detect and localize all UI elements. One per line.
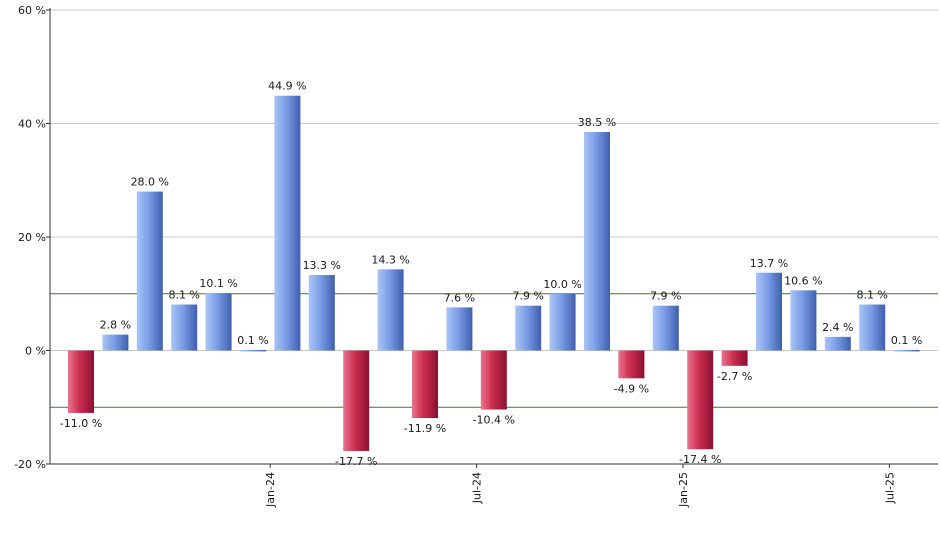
data-label: -2.7 % (717, 370, 752, 383)
y-tick-label: 0 % (25, 345, 46, 358)
data-label: -17.7 % (335, 455, 377, 468)
data-label: -17.4 % (679, 453, 721, 466)
bar (893, 349, 920, 352)
bar (515, 305, 542, 351)
bar (377, 269, 404, 351)
bar (824, 336, 851, 351)
data-label: 44.9 % (268, 80, 306, 93)
data-label: -11.0 % (60, 417, 102, 430)
bar (240, 349, 266, 352)
data-label: 7.9 % (512, 290, 543, 303)
data-label: 10.6 % (784, 274, 822, 287)
x-tick-label: Jul-24 (471, 472, 484, 504)
y-tick-label: 40 % (18, 118, 46, 131)
bar (308, 275, 335, 351)
bar (652, 305, 679, 351)
bar (756, 272, 782, 351)
bar (136, 191, 163, 351)
data-labels: -11.0 %2.8 %28.0 %8.1 %10.1 %0.1 %44.9 %… (60, 80, 923, 468)
data-label: 7.9 % (650, 290, 681, 303)
data-label: 14.3 % (371, 253, 409, 266)
bar (721, 350, 748, 366)
y-tick-labels: -20 % 0 % 20 % 40 % 60 % (14, 4, 50, 471)
bar (859, 304, 886, 351)
data-label: 13.3 % (303, 259, 341, 272)
axes (49, 8, 938, 465)
data-label: 10.1 % (199, 277, 237, 290)
data-label: -10.4 % (473, 414, 515, 427)
data-label: 2.8 % (100, 319, 131, 332)
data-label: 2.4 % (822, 321, 853, 334)
bar (68, 350, 94, 413)
bar (584, 132, 610, 351)
bar (274, 95, 301, 351)
x-tick-label: Jan-24 (264, 472, 277, 508)
bar (480, 350, 507, 410)
data-label: 8.1 % (168, 289, 199, 302)
data-label: -11.9 % (404, 422, 446, 435)
data-label: -4.9 % (614, 382, 649, 395)
bar (171, 304, 198, 351)
bar (687, 350, 714, 450)
data-label: 38.5 % (578, 116, 616, 129)
bars (68, 95, 920, 451)
data-label: 0.1 % (237, 334, 268, 347)
bar (205, 293, 232, 351)
bar (102, 334, 129, 351)
y-tick-label: 60 % (18, 4, 46, 17)
x-tick-label: Jul-25 (883, 472, 896, 504)
bar (549, 293, 576, 351)
data-label: 0.1 % (891, 334, 922, 347)
bar (790, 290, 817, 351)
bar (618, 350, 645, 379)
x-tick-labels: Jan-24 Jul-24 Jan-25 Jul-25 (264, 464, 896, 508)
bar (412, 350, 438, 419)
data-label: 13.7 % (750, 257, 788, 270)
data-label: 7.6 % (444, 291, 475, 304)
data-label: 28.0 % (131, 176, 169, 189)
x-tick-label: Jan-25 (677, 472, 690, 508)
bar (343, 350, 370, 451)
y-tick-label: -20 % (14, 458, 46, 471)
data-label: 8.1 % (856, 289, 887, 302)
data-label: 10.0 % (543, 278, 581, 291)
bar (446, 307, 473, 351)
y-tick-label: 20 % (18, 231, 46, 244)
